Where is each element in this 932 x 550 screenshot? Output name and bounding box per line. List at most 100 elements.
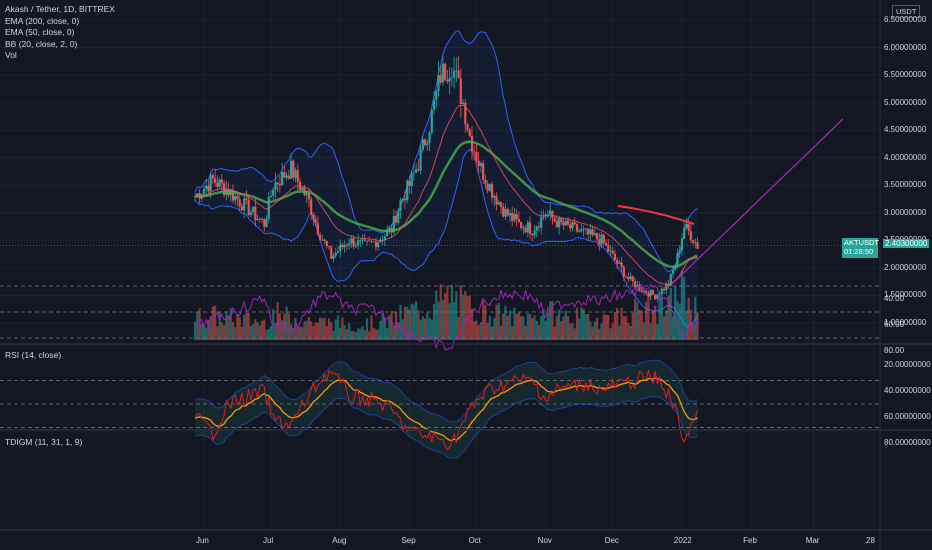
price-tick-label: 1.50000000: [884, 290, 927, 300]
volume-bar: [457, 316, 460, 340]
candle-body: [343, 245, 346, 248]
volume-bar: [419, 319, 422, 340]
volume-bar: [231, 322, 235, 340]
candle-body: [272, 189, 275, 196]
candle-body: [247, 200, 250, 216]
candle-body: [348, 243, 351, 246]
volume-bar: [225, 311, 228, 340]
candle-body: [515, 214, 518, 219]
candle-body: [296, 170, 299, 182]
candle-body: [363, 239, 366, 241]
volume-bar: [640, 310, 643, 340]
volume-bar: [506, 315, 509, 340]
candle-body: [613, 253, 617, 261]
candle-body: [394, 216, 398, 223]
volume-bar: [298, 326, 302, 340]
volume-bar: [490, 326, 494, 340]
volume-bar: [553, 326, 556, 340]
candle-body: [205, 185, 208, 189]
tdi-tick-label: 80.00000000: [884, 438, 931, 447]
volume-bar: [691, 323, 695, 340]
candle-body: [352, 238, 355, 247]
candle-body: [495, 196, 498, 205]
candle-body: [269, 195, 273, 197]
volume-bar: [361, 326, 364, 340]
candle-body: [437, 75, 440, 91]
candle-body: [540, 216, 543, 228]
price-tick-label: 6.50000000: [884, 14, 927, 24]
volume-bar: [323, 317, 326, 340]
price-tick-label: 6.00000000: [884, 42, 927, 52]
candle-body: [202, 188, 206, 195]
volume-bar: [198, 308, 201, 340]
candle-body: [466, 124, 469, 130]
volume-bar: [211, 306, 215, 340]
candle-body: [609, 250, 612, 252]
volume-bar: [616, 307, 619, 340]
candle-body: [562, 222, 565, 226]
candle-body: [531, 234, 534, 236]
candle-body: [379, 240, 382, 243]
candle-body: [446, 79, 449, 82]
price-tick-label: 4.00000000: [884, 152, 927, 162]
volume-bar: [350, 330, 353, 340]
candle-body: [504, 208, 507, 217]
volume-bar: [647, 296, 650, 340]
volume-bar: [379, 320, 382, 340]
candle-body: [459, 78, 462, 104]
candle-body: [497, 202, 500, 205]
candle-body: [274, 182, 277, 190]
candle-body: [649, 290, 652, 297]
candle-body: [372, 241, 375, 243]
candle-body: [640, 290, 643, 293]
candle-body: [618, 262, 621, 264]
volume-bar: [383, 318, 386, 340]
volume-bar: [356, 328, 360, 340]
candle-body: [676, 253, 679, 265]
time-tick-label: 2022: [673, 536, 692, 545]
volume-bar: [633, 298, 637, 340]
volume-bar: [202, 325, 206, 340]
candle-body: [560, 218, 563, 223]
candle-body: [671, 269, 675, 274]
volume-bar: [689, 309, 692, 340]
candle-body: [589, 229, 592, 235]
legend-ema50: EMA (50, close, 0): [5, 27, 75, 37]
candle-body: [350, 238, 353, 244]
volume-bar: [365, 318, 369, 340]
candle-body: [533, 230, 536, 236]
volume-bar: [312, 325, 315, 340]
volume-bar: [595, 317, 599, 340]
time-tick-label: Nov: [537, 536, 552, 545]
candle-body: [680, 238, 684, 251]
candle-body: [412, 172, 416, 174]
volume-bar: [513, 307, 516, 340]
candle-body: [334, 252, 337, 256]
candle-body: [421, 139, 424, 150]
volume-bar: [557, 309, 561, 340]
volume-bar: [412, 304, 416, 340]
volume-bar: [638, 309, 641, 340]
candle-body: [591, 229, 594, 235]
time-tick-label: Mar: [805, 536, 820, 545]
bb-lower: [194, 148, 699, 328]
volume-bar: [584, 314, 587, 340]
ema-200-line: [194, 140, 698, 268]
candle-body: [551, 210, 554, 218]
candle-body: [218, 179, 221, 187]
volume-bar: [613, 312, 617, 340]
candle-body: [647, 293, 650, 297]
volume-bar: [336, 315, 340, 340]
candle-body: [417, 169, 420, 171]
volume-bar: [327, 318, 331, 340]
candle-body: [365, 240, 369, 242]
ticker-label: AKTUSDT: [844, 238, 880, 247]
volume-bar: [544, 320, 547, 340]
volume-bar: [484, 304, 487, 340]
candle-body: [678, 250, 681, 254]
candle-body: [377, 242, 380, 248]
candle-body: [214, 178, 217, 183]
volume-bar: [354, 332, 357, 340]
candle-body: [330, 247, 333, 259]
